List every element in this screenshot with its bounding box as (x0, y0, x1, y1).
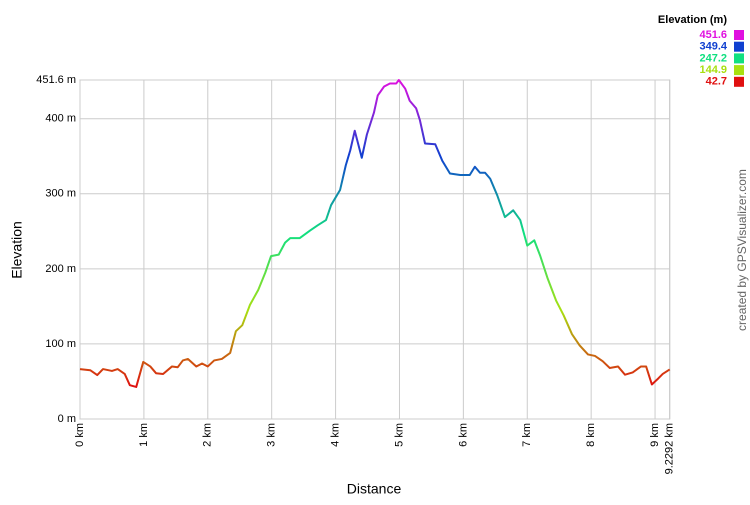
legend-swatch (734, 76, 744, 87)
y-tick-label: 400 m (45, 113, 76, 125)
legend-label: 451.6 (699, 29, 727, 41)
y-tick-label: 300 m (45, 188, 76, 200)
x-axis-label: Distance (347, 481, 402, 497)
legend-label: 247.2 (699, 52, 727, 64)
legend-swatch (734, 30, 744, 40)
y-tick-label: 0 m (58, 413, 76, 425)
x-tick-label: 4 km (329, 423, 341, 447)
y-tick-label: 200 m (45, 263, 76, 275)
x-tick-label: 5 km (393, 423, 405, 447)
x-tick-label: 3 km (266, 423, 278, 447)
x-tick-label: 6 km (457, 423, 469, 447)
legend-swatch (734, 65, 744, 76)
plot-area (79, 79, 671, 420)
legend-title: Elevation (m) (658, 14, 727, 26)
legend-label: 42.7 (706, 76, 727, 88)
x-tick-label: 9 km (649, 423, 661, 447)
x-tick-label: 2 km (202, 423, 214, 447)
x-tick-label: 0 km (74, 423, 86, 447)
credit: created by GPSVisualizer.com (735, 169, 749, 331)
elevation-line (79, 79, 671, 388)
x-tick-label: 1 km (138, 423, 150, 447)
x-tick-label: 9.2292 km (664, 423, 676, 474)
legend-label: 349.4 (699, 41, 727, 53)
x-tick-label: 7 km (521, 423, 533, 447)
y-tick-label: 451.6 m (36, 74, 76, 86)
y-axis-label: Elevation (9, 221, 25, 279)
legend-swatch (734, 41, 744, 52)
y-tick-label: 100 m (45, 338, 76, 350)
x-tick-label: 8 km (585, 423, 597, 447)
legend-label: 144.9 (699, 64, 727, 76)
legend-swatch (734, 53, 744, 64)
